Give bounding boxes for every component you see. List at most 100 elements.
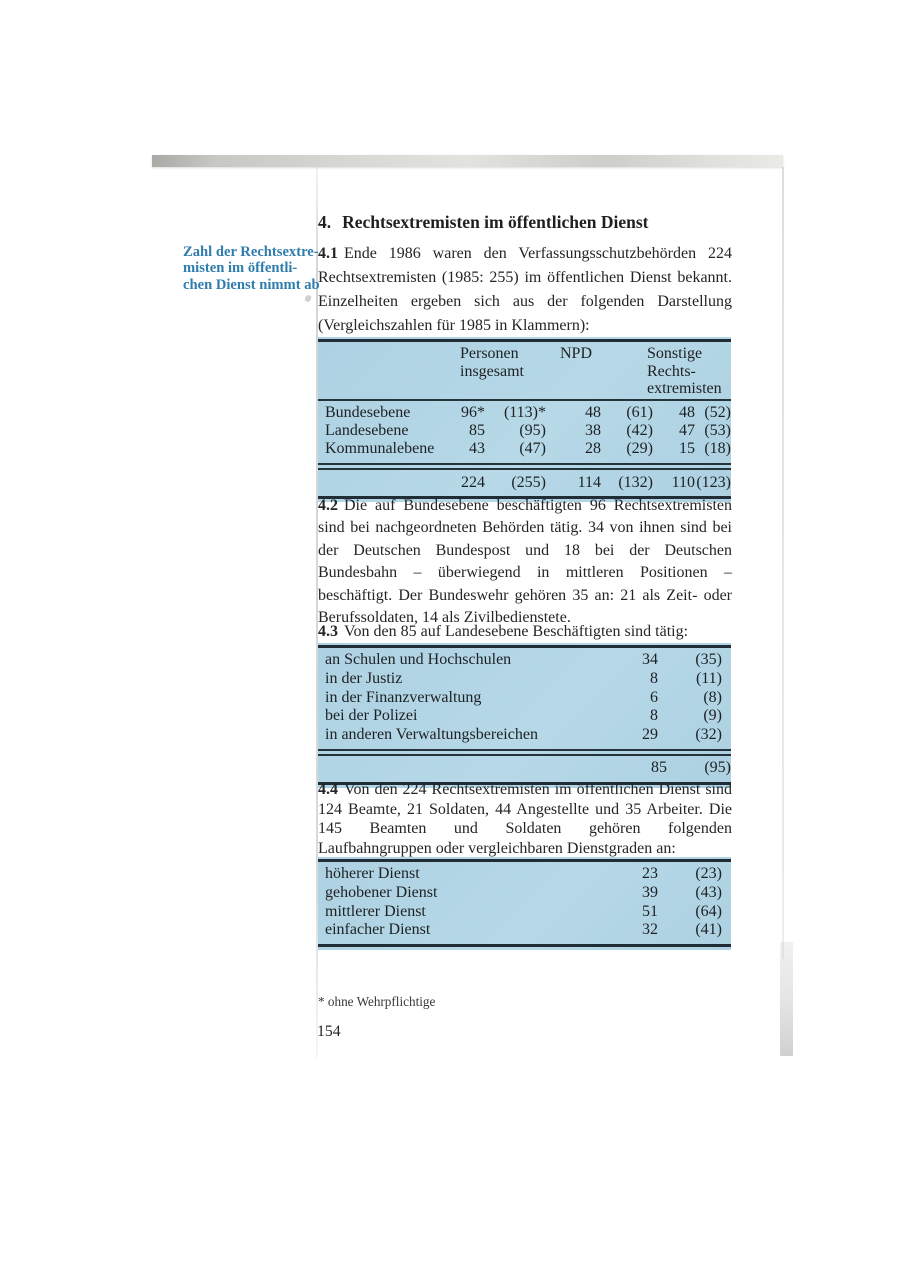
cell-value: 48 bbox=[679, 404, 695, 421]
scan-artifact-speck bbox=[304, 294, 312, 303]
cell-value: 43 bbox=[469, 440, 485, 458]
cell-value: 28 bbox=[585, 440, 601, 458]
table-row: einfacher Dienst 32 (41) bbox=[318, 921, 731, 940]
cell-value: (18) bbox=[704, 440, 731, 458]
paragraph-text: Von den 224 Rechtsextremisten im öffentl… bbox=[318, 781, 732, 857]
row-label: höherer Dienst bbox=[325, 865, 420, 882]
cell-value: 8 bbox=[650, 707, 658, 725]
table-rule-bottom bbox=[318, 781, 731, 785]
footnote: * ohne Wehrpflichtige bbox=[318, 994, 436, 1009]
cell-value: 96* bbox=[461, 404, 485, 421]
row-label: an Schulen und Hochschulen bbox=[325, 651, 512, 668]
paragraph-4-4: 4.4 Von den 224 Rechtsextremisten im öffe… bbox=[318, 780, 732, 858]
cell-value: 85 bbox=[651, 758, 667, 776]
paragraph-number: 4.2 bbox=[318, 497, 338, 514]
table-rule-bottom bbox=[318, 495, 731, 499]
cell-value: 51 bbox=[642, 902, 658, 920]
cell-value: (132) bbox=[618, 473, 653, 491]
cell-value: (255) bbox=[511, 473, 546, 491]
cell-value: 47 bbox=[679, 422, 695, 440]
paragraph-4-1: 4.1 Ende 1986 waren den Verfassungsschutz… bbox=[318, 242, 732, 338]
table-body: an Schulen und Hochschulen 34 (35) in de… bbox=[318, 648, 731, 749]
table-rule-top bbox=[318, 859, 731, 862]
table-body: höherer Dienst 23 (23) gehobener Dienst … bbox=[318, 862, 731, 944]
table-total-row: 85 (95) bbox=[318, 756, 731, 782]
page-right-edge-shadow bbox=[780, 942, 793, 1056]
cell-value: 110 bbox=[671, 473, 695, 491]
cell-value: (123) bbox=[696, 473, 731, 491]
cell-value: (95) bbox=[519, 422, 546, 440]
cell-value: 114 bbox=[577, 473, 601, 491]
row-label: Kommunalebene bbox=[325, 440, 435, 458]
table-rule-total bbox=[318, 462, 731, 470]
cell-value: 85 bbox=[469, 422, 485, 440]
table-rule-top bbox=[318, 339, 731, 342]
table-row: an Schulen und Hochschulen 34 (35) bbox=[318, 651, 731, 670]
cell-value: (11) bbox=[695, 669, 722, 687]
cell-value: 224 bbox=[461, 473, 485, 491]
paragraph-text: Ende 1986 waren den Verfassungsschutzbeh… bbox=[318, 245, 732, 334]
table-personen-npd-sonstige: Personen insgesamt NPD Sonstige Rechts- … bbox=[318, 337, 731, 502]
cell-value: (42) bbox=[626, 422, 653, 440]
table-header-row: Personen insgesamt NPD Sonstige Rechts- … bbox=[318, 342, 731, 399]
table-row: mittlerer Dienst 51 (64) bbox=[318, 903, 731, 922]
page-right-edge-line bbox=[782, 167, 784, 959]
row-label: bei der Polizei bbox=[325, 707, 418, 725]
cell-value: (41) bbox=[695, 921, 722, 939]
paragraph-4-3: 4.3 Von den 85 auf Landesebene Beschäftig… bbox=[318, 621, 732, 643]
row-label: Bundesebene bbox=[325, 404, 411, 421]
cell-value: 32 bbox=[642, 921, 658, 939]
table-laufbahngruppen: höherer Dienst 23 (23) gehobener Dienst … bbox=[318, 857, 731, 951]
column-header-personen: Personen insgesamt bbox=[460, 345, 524, 380]
table-total-row: 224 (255) 114 (132) 110 (123) bbox=[318, 470, 731, 496]
row-label: gehobener Dienst bbox=[325, 883, 438, 901]
cell-value: 23 bbox=[642, 865, 658, 882]
paragraph-number: 4.3 bbox=[318, 623, 338, 640]
column-header-npd: NPD bbox=[560, 345, 593, 362]
row-label: in der Justiz bbox=[325, 669, 403, 687]
row-label: in anderen Verwaltungsbereichen bbox=[325, 726, 538, 744]
cell-value: (29) bbox=[626, 440, 653, 458]
table-landesebene-taetigkeiten: an Schulen und Hochschulen 34 (35) in de… bbox=[318, 643, 731, 788]
table-rule-header bbox=[318, 399, 731, 401]
margin-note-line: misten im öffentli- bbox=[183, 260, 298, 277]
table-row: bei der Polizei 8 (9) bbox=[318, 707, 731, 726]
cell-value: (53) bbox=[704, 422, 731, 440]
table-body: Bundesebene 96* (113)* 48 (61) 48 (52) L… bbox=[318, 401, 731, 463]
margin-note-line: chen Dienst nimmt ab bbox=[183, 276, 320, 293]
table-rule-bottom bbox=[318, 944, 731, 948]
cell-value: (95) bbox=[704, 758, 731, 776]
paragraph-number: 4.4 bbox=[318, 781, 338, 798]
page-top-edge-shadow bbox=[152, 155, 783, 167]
paragraph-number: 4.1 bbox=[318, 245, 338, 262]
cell-value: (113)* bbox=[503, 404, 546, 421]
page-number: 154 bbox=[317, 1023, 341, 1040]
row-label: Landesebene bbox=[325, 422, 409, 440]
paragraph-text: Die auf Bundesebene beschäftigten 96 Rec… bbox=[318, 497, 732, 627]
cell-value: 15 bbox=[679, 440, 695, 458]
cell-value: (8) bbox=[703, 688, 722, 706]
cell-value: (9) bbox=[703, 707, 722, 725]
section-title: Rechtsextremisten im öffentlichen Dienst bbox=[342, 212, 649, 232]
cell-value: (47) bbox=[519, 440, 546, 458]
cell-value: (43) bbox=[695, 883, 722, 901]
table-rule-top bbox=[318, 645, 731, 648]
column-header-sonstige: Sonstige Rechts- extremisten bbox=[647, 345, 722, 398]
row-label: einfacher Dienst bbox=[325, 921, 431, 939]
row-label: mittlerer Dienst bbox=[325, 902, 426, 920]
table-rule-total bbox=[318, 748, 731, 756]
paragraph-text: Von den 85 auf Landesebene Beschäftigten… bbox=[344, 623, 689, 640]
cell-value: 29 bbox=[642, 726, 658, 744]
row-label bbox=[318, 759, 607, 778]
cell-value: (64) bbox=[695, 902, 722, 920]
cell-value: 8 bbox=[650, 669, 658, 687]
cell-value: (35) bbox=[695, 651, 722, 668]
table-row: gehobener Dienst 39 (43) bbox=[318, 884, 731, 903]
table-row: Kommunalebene 43 (47) 28 (29) 15 (18) bbox=[318, 440, 731, 458]
page-fold-line bbox=[316, 167, 318, 1058]
cell-value: (61) bbox=[626, 404, 653, 421]
section-heading: 4. Rechtsextremisten im öffentlichen Dien… bbox=[318, 212, 738, 233]
cell-value: 39 bbox=[642, 883, 658, 901]
table-row: höherer Dienst 23 (23) bbox=[318, 865, 731, 884]
